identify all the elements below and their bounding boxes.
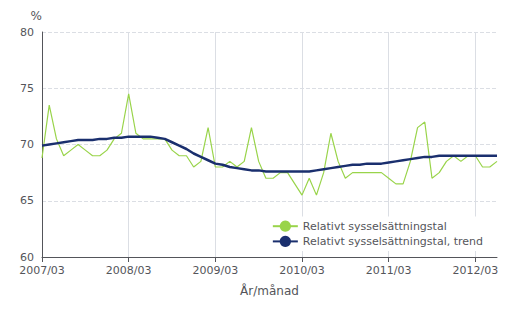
svg-text:70: 70 — [20, 138, 34, 151]
svg-text:2007/03: 2007/03 — [19, 264, 65, 277]
svg-text:65: 65 — [20, 194, 34, 207]
svg-text:%: % — [31, 9, 42, 23]
svg-text:2012/03: 2012/03 — [452, 264, 498, 277]
svg-text:2008/03: 2008/03 — [106, 264, 152, 277]
svg-text:2011/03: 2011/03 — [366, 264, 412, 277]
svg-text:60: 60 — [20, 251, 34, 264]
svg-text:Relativt sysselsättningstal, t: Relativt sysselsättningstal, trend — [303, 235, 483, 248]
svg-text:2009/03: 2009/03 — [192, 264, 238, 277]
svg-text:75: 75 — [20, 82, 34, 95]
svg-text:2010/03: 2010/03 — [279, 264, 325, 277]
svg-text:Relativt sysselsättningstal: Relativt sysselsättningstal — [303, 220, 447, 233]
svg-text:80: 80 — [20, 26, 34, 39]
svg-text:År/månad: År/månad — [240, 283, 299, 298]
